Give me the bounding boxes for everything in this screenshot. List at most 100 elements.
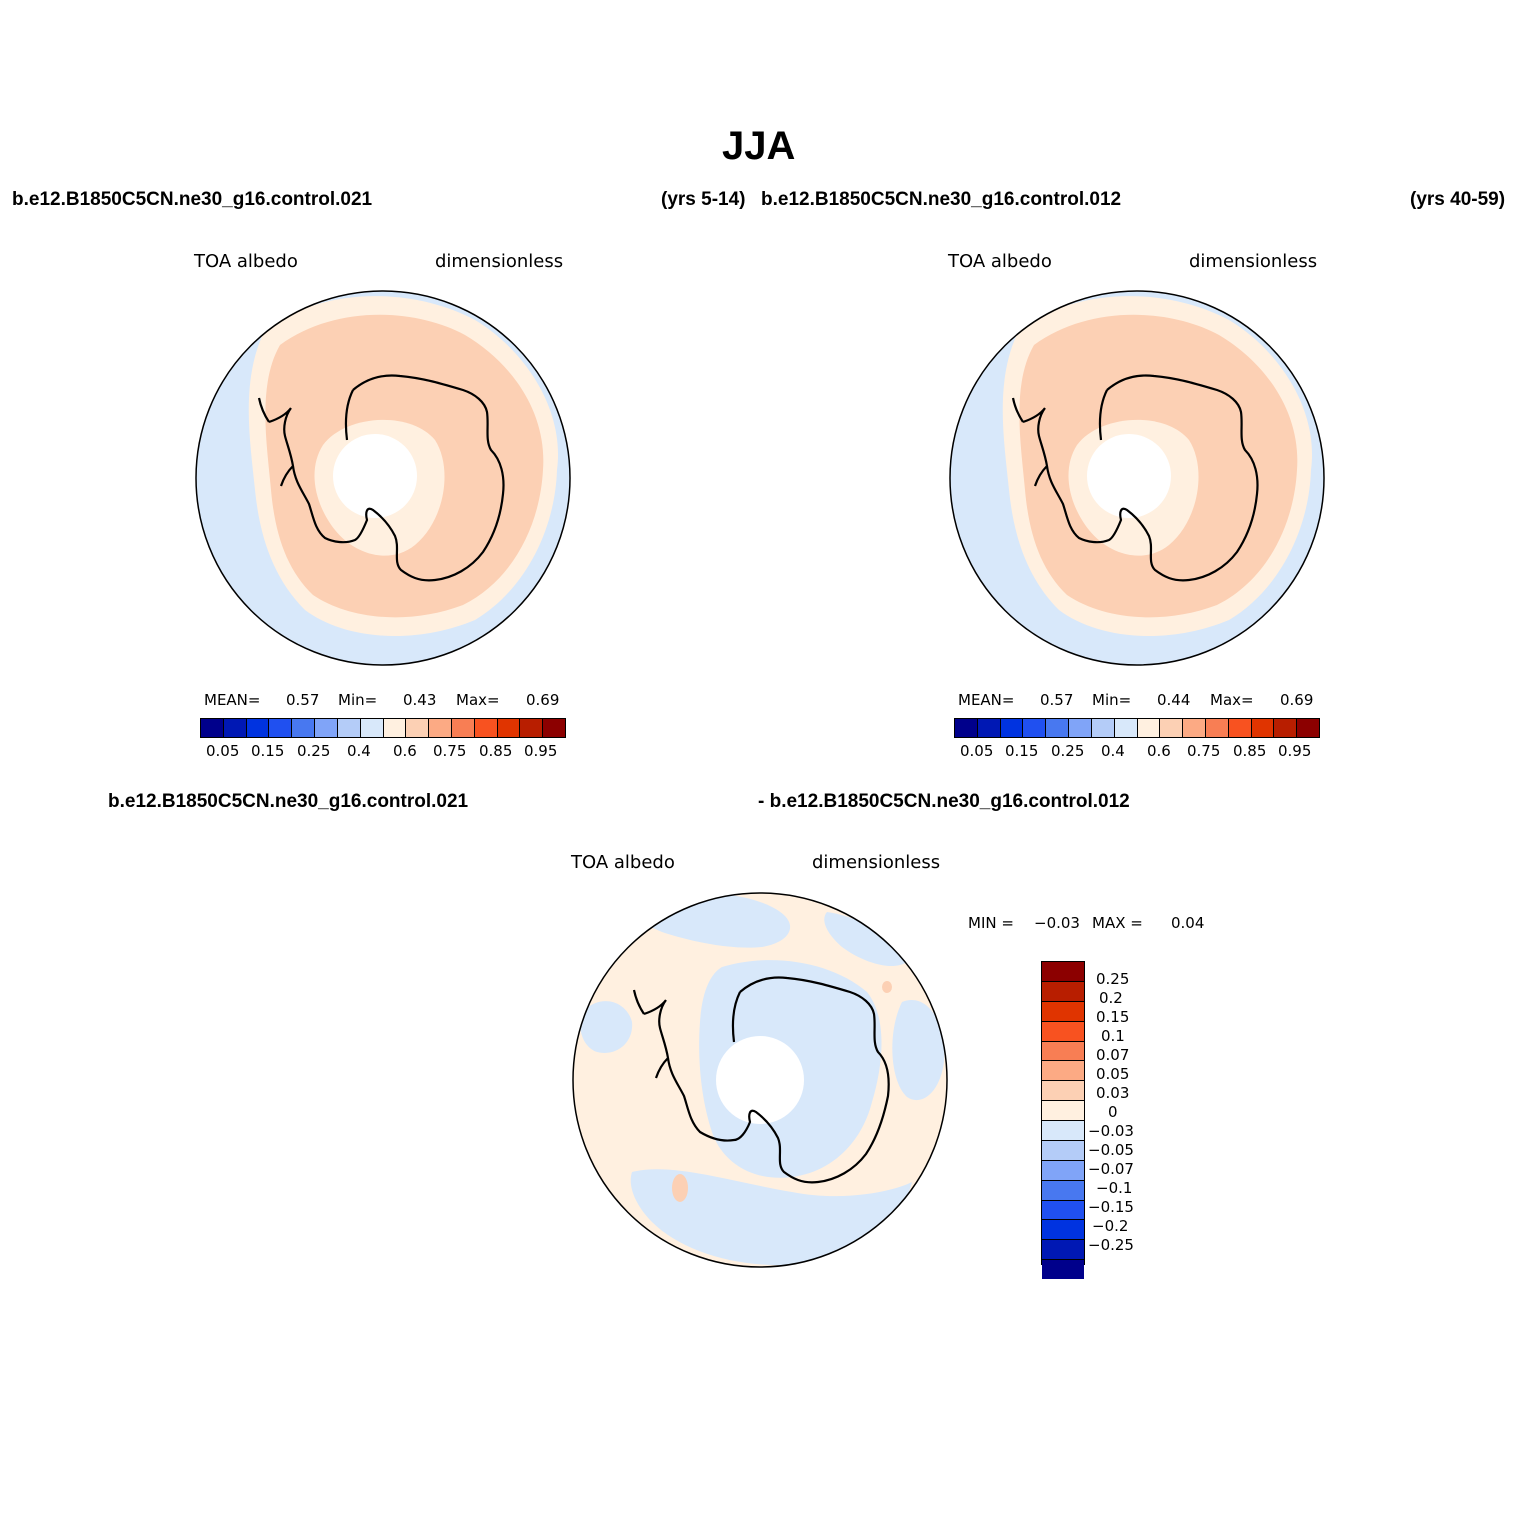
panel1-min-value: 0.43: [403, 691, 437, 709]
colorbar-swatch: [337, 719, 361, 737]
panel2-pole-missing: [1087, 434, 1171, 518]
panel1-tick: 0.4: [347, 742, 371, 760]
colorbar-swatch: [1042, 1240, 1084, 1261]
panel1-mean-label: MEAN=: [204, 691, 261, 709]
panel3-tick: 0.07: [1096, 1046, 1130, 1064]
panel3-pos-spot: [882, 981, 892, 993]
panel1-tick: 0.75: [433, 742, 467, 760]
panel1-max-value: 0.69: [526, 691, 560, 709]
colorbar-swatch: [451, 719, 475, 737]
colorbar-swatch: [1042, 1081, 1084, 1102]
panel1-map: [195, 290, 571, 666]
years-right: (yrs 40-59): [1410, 189, 1506, 210]
panel2-min-value: 0.44: [1157, 691, 1191, 709]
colorbar-swatch: [1274, 719, 1298, 737]
panel3-neg-patch: [580, 1001, 633, 1053]
case-name-left: b.e12.B1850C5CN.ne30_g16.control.021: [12, 189, 373, 210]
panel1-tick: 0.95: [524, 742, 558, 760]
colorbar-swatch: [1042, 1220, 1084, 1241]
panel3-tick: 0.05: [1096, 1065, 1130, 1083]
panel3-tick: −0.03: [1088, 1122, 1134, 1140]
panel2-tick: 0.4: [1101, 742, 1125, 760]
panel1-variable: TOA albedo: [194, 251, 298, 272]
panel2-tick: 0.15: [1005, 742, 1039, 760]
colorbar-swatch: [1114, 719, 1138, 737]
panel3-tick: −0.15: [1088, 1198, 1134, 1216]
panel1-tick: 0.05: [206, 742, 240, 760]
colorbar-swatch: [977, 719, 1001, 737]
colorbar-swatch: [497, 719, 521, 737]
colorbar-swatch: [1228, 719, 1252, 737]
colorbar-swatch: [223, 719, 247, 737]
panel3-tick: 0: [1108, 1103, 1118, 1121]
panel3-colorbar-ticks: 0.25 0.2 0.15 0.1 0.07 0.05 0.03 0 −0.03…: [1088, 970, 1148, 1260]
colorbar-swatch: [1205, 719, 1229, 737]
panel2-coastline: [1011, 374, 1259, 582]
colorbar-swatch: [1042, 1101, 1084, 1121]
panel3-units: dimensionless: [812, 852, 941, 873]
panel3-max-label: MAX =: [1092, 914, 1143, 932]
colorbar-swatch: [406, 719, 430, 737]
panel3-neg-patch: [892, 1000, 945, 1101]
colorbar-swatch: [1042, 1180, 1084, 1201]
panel2-map: [949, 290, 1325, 666]
panel3-tick: 0.1: [1101, 1027, 1125, 1045]
panel2-tick: 0.75: [1187, 742, 1221, 760]
panel3-neg-patch: [824, 912, 907, 967]
main-title: JJA: [722, 124, 796, 168]
colorbar-swatch: [520, 719, 544, 737]
colorbar-swatch: [1091, 719, 1115, 737]
colorbar-swatch: [383, 719, 407, 737]
colorbar-swatch: [1042, 1021, 1084, 1042]
colorbar-swatch: [1042, 1041, 1084, 1062]
colorbar-swatch: [1042, 1140, 1084, 1161]
colorbar-swatch: [1297, 719, 1319, 737]
panel2-tick: 0.05: [960, 742, 994, 760]
panel3-pole-missing: [716, 1036, 804, 1124]
colorbar-swatch: [543, 719, 565, 737]
colorbar-swatch: [1042, 1160, 1084, 1181]
panel1-min-label: Min=: [338, 691, 378, 709]
panel1-pole-missing: [333, 434, 417, 518]
panel2-min-label: Min=: [1092, 691, 1132, 709]
panel3-colorbar: [1041, 961, 1085, 1279]
panel2-max-label: Max=: [1210, 691, 1254, 709]
diff-case-right: - b.e12.B1850C5CN.ne30_g16.control.012: [758, 791, 1130, 812]
panel2-units: dimensionless: [1189, 251, 1318, 272]
panel1-tick: 0.6: [393, 742, 417, 760]
colorbar-swatch: [201, 719, 224, 737]
case-name-right: b.e12.B1850C5CN.ne30_g16.control.012: [761, 189, 1122, 210]
colorbar-swatch: [1042, 1260, 1084, 1279]
panel3-tick: −0.2: [1092, 1217, 1129, 1235]
panel2-variable: TOA albedo: [948, 251, 1052, 272]
panel3-pos-spot: [672, 1174, 688, 1202]
panel2-tick: 0.6: [1147, 742, 1171, 760]
panel1-mean-value: 0.57: [286, 691, 320, 709]
panel1-max-label: Max=: [456, 691, 500, 709]
colorbar-swatch: [1042, 962, 1084, 982]
colorbar-swatch: [269, 719, 293, 737]
colorbar-swatch: [1069, 719, 1092, 737]
panel3-tick: −0.1: [1096, 1179, 1133, 1197]
colorbar-swatch: [1046, 719, 1070, 737]
colorbar-swatch: [1042, 1001, 1084, 1022]
colorbar-swatch: [360, 719, 384, 737]
panel1-units: dimensionless: [435, 251, 564, 272]
panel3-tick: 0.2: [1099, 989, 1123, 1007]
panel2-colorbar-ticks: 0.05 0.15 0.25 0.4 0.6 0.75 0.85 0.95: [954, 742, 1318, 762]
colorbar-swatch: [1042, 1061, 1084, 1082]
panel2-mean-label: MEAN=: [958, 691, 1015, 709]
colorbar-swatch: [955, 719, 978, 737]
panel2-colorbar: [954, 718, 1320, 738]
panel3-coastline: [632, 976, 890, 1184]
panel3-tick: −0.07: [1088, 1160, 1134, 1178]
panel3-tick: 0.15: [1096, 1008, 1130, 1026]
panel3-tick: −0.05: [1088, 1141, 1134, 1159]
panel3-tick: −0.25: [1088, 1236, 1134, 1254]
colorbar-swatch: [1042, 981, 1084, 1002]
colorbar-swatch: [429, 719, 452, 737]
colorbar-swatch: [1251, 719, 1275, 737]
colorbar-swatch: [1137, 719, 1161, 737]
colorbar-swatch: [292, 719, 316, 737]
panel3-tick: 0.25: [1096, 970, 1130, 988]
